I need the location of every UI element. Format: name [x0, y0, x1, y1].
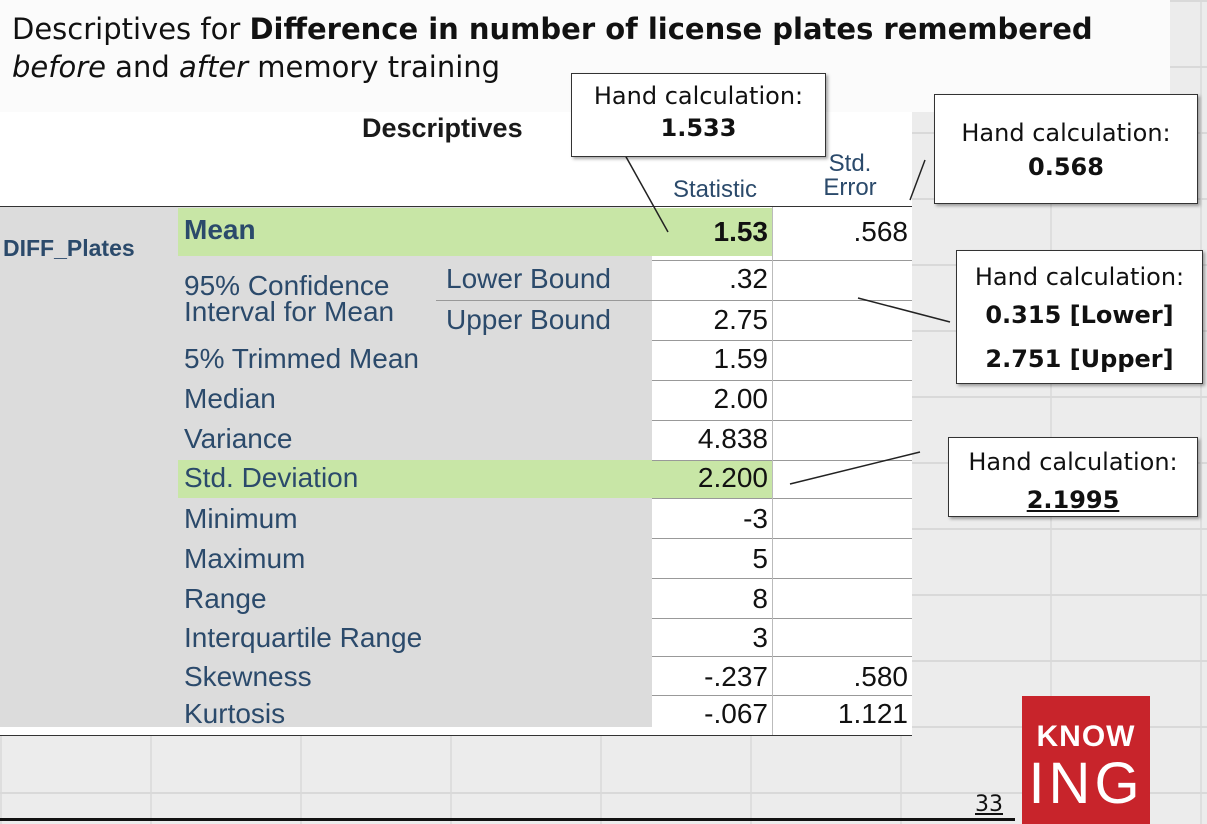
pointer-sd	[789, 451, 921, 485]
callout-mean-value: 1.533	[660, 114, 737, 142]
row-divider	[652, 380, 912, 381]
logo-line2: ING	[1028, 751, 1144, 816]
se-kurtosis: 1.121	[837, 698, 908, 729]
logo-line1: KNOW	[1036, 720, 1136, 753]
callout-ci-upper: 2.751 [Upper]	[985, 345, 1174, 373]
row-divider	[652, 578, 912, 579]
callout-se-label: Hand calculation:	[961, 119, 1171, 147]
callout-sd-label: Hand calculation:	[968, 448, 1178, 476]
table-title: Descriptives	[362, 113, 523, 143]
row-label-median: Median	[184, 383, 276, 414]
row-label-ci-2: Interval for Mean	[184, 296, 395, 327]
pointer-se	[909, 159, 926, 201]
column-divider	[772, 207, 773, 735]
se-skewness: .580	[853, 661, 909, 692]
header-divider	[0, 206, 912, 207]
col-header-std: Std.	[828, 150, 872, 177]
stat-kurtosis: -.067	[704, 698, 768, 729]
stat-mean: 1.53	[713, 216, 769, 247]
stat-range: 8	[752, 583, 768, 614]
row-divider	[652, 260, 912, 261]
callout-sd-value: 2.1995	[1026, 486, 1120, 514]
row-divider	[652, 340, 912, 341]
stat-minimum: -3	[743, 503, 768, 534]
callout-mean-label: Hand calculation:	[593, 82, 804, 110]
std-error-column	[772, 207, 912, 727]
title-after: after	[178, 50, 249, 84]
row-label-minimum: Minimum	[184, 503, 298, 534]
row-label-trimmed-mean: 5% Trimmed Mean	[184, 343, 419, 374]
pointer-ci	[857, 297, 951, 323]
row-label-ci: 95% Confidence	[184, 270, 390, 301]
stat-trimmed-mean: 1.59	[713, 343, 769, 374]
stat-lower-bound: .32	[729, 263, 768, 294]
variable-name: DIFF_Plates	[3, 235, 135, 261]
row-label-std-deviation: Std. Deviation	[184, 462, 359, 493]
callout-sd: Hand calculation: 2.1995	[948, 437, 1198, 517]
stat-median: 2.00	[713, 383, 769, 414]
stat-variance: 4.838	[697, 423, 768, 454]
col-header-error: Error	[823, 174, 877, 201]
title-and: and	[105, 50, 179, 84]
table-bottom-line	[0, 735, 912, 736]
stat-iqr: 3	[752, 622, 768, 653]
row-divider	[652, 538, 912, 539]
callout-se: Hand calculation: 0.568	[934, 94, 1198, 204]
slide-title: Descriptives for Difference in number of…	[12, 10, 1162, 86]
row-label-upper-bound: Upper Bound	[446, 304, 612, 335]
stat-skewness: -.237	[704, 661, 768, 692]
title-prefix: Descriptives for	[12, 12, 250, 46]
row-divider	[652, 498, 912, 499]
row-label-mean: Mean	[184, 214, 256, 245]
callout-ci-label: Hand calculation:	[974, 263, 1185, 291]
row-label-range: Range	[184, 583, 267, 614]
callout-mean: Hand calculation: 1.533	[571, 73, 826, 157]
knowing-logo: KNOW ING	[1022, 696, 1150, 824]
row-divider	[652, 618, 912, 619]
page-number: 33	[975, 792, 1003, 817]
row-divider	[436, 300, 912, 301]
col-header-std-error: Std. Error	[795, 152, 905, 200]
row-label-kurtosis: Kurtosis	[184, 698, 286, 729]
row-label-maximum: Maximum	[184, 543, 306, 574]
sd-highlight	[178, 460, 772, 498]
title-bold: Difference in number of license plates r…	[249, 12, 1093, 46]
col-header-statistic: Statistic	[672, 176, 758, 203]
stat-std-deviation: 2.200	[697, 462, 768, 493]
row-label-lower-bound: Lower Bound	[446, 263, 612, 294]
row-divider	[652, 695, 912, 696]
variable-column	[0, 207, 178, 727]
callout-ci-lower: 0.315 [Lower]	[985, 301, 1174, 329]
stat-upper-bound: 2.75	[713, 304, 769, 335]
row-divider	[652, 460, 912, 461]
row-divider	[652, 656, 912, 657]
row-divider	[652, 420, 912, 421]
row-label-variance: Variance	[184, 423, 293, 454]
stat-maximum: 5	[752, 543, 768, 574]
se-mean: .568	[853, 216, 909, 247]
title-before: before	[12, 50, 106, 84]
row-label-iqr: Interquartile Range	[184, 622, 423, 653]
row-label-skewness: Skewness	[184, 661, 312, 692]
pointer-mean	[624, 154, 669, 233]
callout-ci: Hand calculation: 0.315 [Lower] 2.751 [U…	[956, 250, 1203, 384]
title-suffix: memory training	[248, 50, 501, 84]
bottom-rule	[0, 818, 1015, 821]
callout-se-value: 0.568	[1028, 153, 1104, 181]
mean-highlight	[178, 208, 772, 256]
